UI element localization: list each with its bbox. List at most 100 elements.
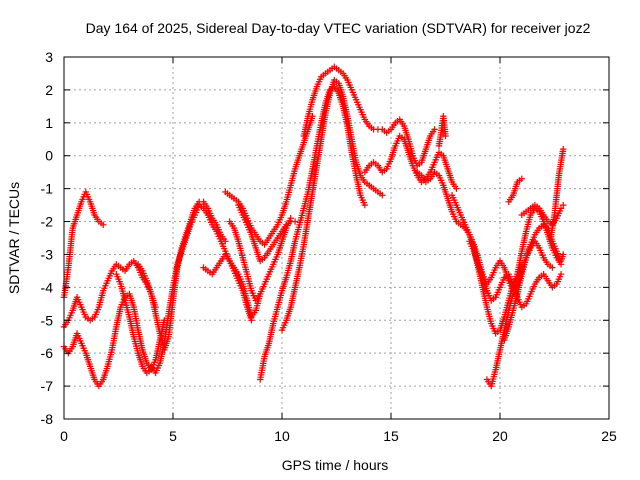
data-point-trace: [295, 154, 302, 162]
data-point-trace: [177, 250, 185, 257]
data-point-trace: [243, 294, 250, 302]
data-point-trace: [526, 243, 533, 250]
data-point-trace: [108, 349, 115, 356]
data-point-trace: [500, 276, 507, 284]
data-point-trace: [533, 203, 541, 210]
data-point-trace: [317, 138, 325, 145]
data-point-trace: [295, 266, 303, 274]
data-point-trace: [304, 115, 311, 122]
data-point-trace: [526, 214, 534, 221]
data-point-trace: [308, 98, 316, 106]
data-point-trace: [238, 278, 245, 285]
data-point-trace: [478, 272, 486, 279]
data-point-trace: [386, 158, 394, 165]
data-point-trace: [552, 245, 559, 252]
data-point-trace: [538, 209, 546, 216]
data-point-trace: [455, 219, 462, 227]
data-point-trace: [352, 156, 359, 164]
data-point-trace: [490, 295, 497, 303]
y-tick-label: -8: [41, 411, 54, 427]
data-point-trace: [452, 215, 459, 223]
data-point-trace: [443, 163, 451, 170]
x-tick-label: 0: [60, 428, 68, 444]
data-point-trace: [482, 285, 490, 292]
data-point-trace: [534, 242, 541, 249]
data-point-trace: [404, 147, 411, 154]
data-point-trace: [474, 258, 481, 266]
data-point-trace: [243, 268, 250, 276]
series-arc-7: [200, 251, 264, 321]
y-tick-label: -3: [41, 246, 54, 262]
data-point-trace: [430, 161, 437, 168]
plot-frame: [63, 56, 610, 420]
data-point-trace: [465, 229, 472, 236]
data-point-trace: [281, 223, 289, 231]
data-point-trace: [434, 151, 442, 159]
data-point-trace: [550, 213, 558, 221]
data-point-trace: [487, 318, 494, 325]
data-point-trace: [97, 219, 105, 227]
data-point-trace: [282, 276, 289, 283]
data-point-trace: [504, 325, 512, 333]
data-point-trace: [81, 311, 88, 318]
y-tick-label: 0: [45, 148, 53, 164]
data-point-trace: [273, 253, 280, 261]
data-point-trace: [147, 288, 154, 295]
data-point-trace: [360, 113, 367, 121]
data-point-trace: [272, 223, 280, 231]
data-point-trace: [221, 245, 228, 252]
data-point-trace: [107, 270, 115, 277]
data-point-trace: [312, 85, 320, 93]
data-point-trace: [277, 214, 285, 221]
data-point-trace: [278, 289, 285, 297]
data-point-trace: [525, 206, 532, 214]
data-point-trace: [304, 217, 311, 224]
data-point-trace: [326, 92, 333, 99]
y-tick-label: -4: [41, 279, 54, 295]
data-point-trace: [543, 258, 550, 266]
data-point-trace: [520, 302, 528, 309]
data-point-trace: [202, 266, 209, 273]
data-point-trace: [469, 245, 476, 252]
data-point-trace: [247, 285, 255, 292]
data-point-trace: [526, 293, 533, 300]
y-tick-label: -6: [41, 345, 54, 361]
data-point-trace: [98, 378, 105, 385]
series-arc-11: [257, 83, 369, 383]
data-point-trace: [186, 223, 193, 231]
data-point-trace: [194, 204, 202, 211]
x-tick-label: 25: [601, 428, 617, 444]
data-point-trace: [299, 141, 307, 148]
data-point-trace: [238, 209, 245, 216]
data-point-trace: [116, 306, 124, 313]
series-arc-3: [60, 257, 159, 331]
data-point-trace: [81, 347, 88, 354]
data-point-trace: [130, 331, 137, 338]
data-point-trace: [424, 177, 432, 184]
data-point-trace: [155, 362, 163, 369]
data-point-trace: [251, 309, 258, 316]
data-point-trace: [165, 312, 172, 320]
data-point-trace: [94, 306, 101, 313]
data-point-trace: [448, 206, 455, 213]
data-point-trace: [229, 222, 236, 230]
data-point-trace: [291, 286, 298, 293]
data-point-trace: [516, 177, 523, 184]
data-point-trace: [363, 180, 371, 187]
data-point-trace: [138, 360, 145, 368]
data-point-trace: [129, 301, 137, 309]
y-tick-label: 2: [45, 82, 53, 98]
data-point-trace: [125, 311, 132, 318]
data-point-trace: [85, 196, 93, 203]
data-point-trace: [77, 301, 84, 308]
data-point-trace: [322, 111, 329, 119]
data-point-trace: [399, 120, 406, 128]
data-point-trace: [324, 68, 331, 76]
data-point-trace: [103, 365, 111, 372]
data-point-trace: [233, 196, 240, 204]
series-arc-1: [60, 188, 107, 301]
data-point-trace: [73, 213, 80, 221]
data-point-trace: [395, 135, 402, 142]
y-tick-label: -7: [41, 378, 54, 394]
data-point-trace: [228, 193, 236, 201]
